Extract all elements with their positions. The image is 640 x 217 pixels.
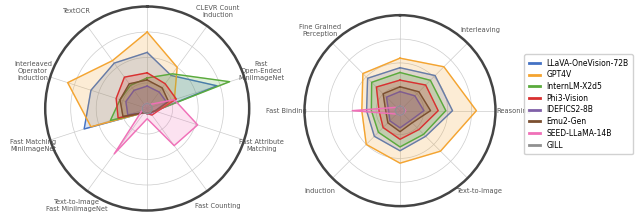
Polygon shape	[114, 100, 198, 154]
Polygon shape	[376, 80, 438, 139]
Polygon shape	[84, 52, 217, 129]
Polygon shape	[387, 92, 424, 128]
Polygon shape	[383, 87, 431, 132]
Polygon shape	[116, 73, 176, 118]
Polygon shape	[396, 106, 404, 115]
Polygon shape	[367, 68, 452, 151]
Polygon shape	[371, 72, 446, 147]
Polygon shape	[68, 32, 177, 127]
Polygon shape	[120, 80, 168, 116]
Polygon shape	[142, 103, 152, 114]
Polygon shape	[110, 74, 230, 120]
Polygon shape	[126, 86, 166, 115]
Polygon shape	[352, 106, 406, 115]
Legend: LLaVA-OneVision-72B, GPT4V, InternLM-X2d5, Phi3-Vision, IDEFICS2-8B, Emu2-Gen, S: LLaVA-OneVision-72B, GPT4V, InternLM-X2d…	[524, 54, 633, 154]
Polygon shape	[362, 58, 476, 163]
